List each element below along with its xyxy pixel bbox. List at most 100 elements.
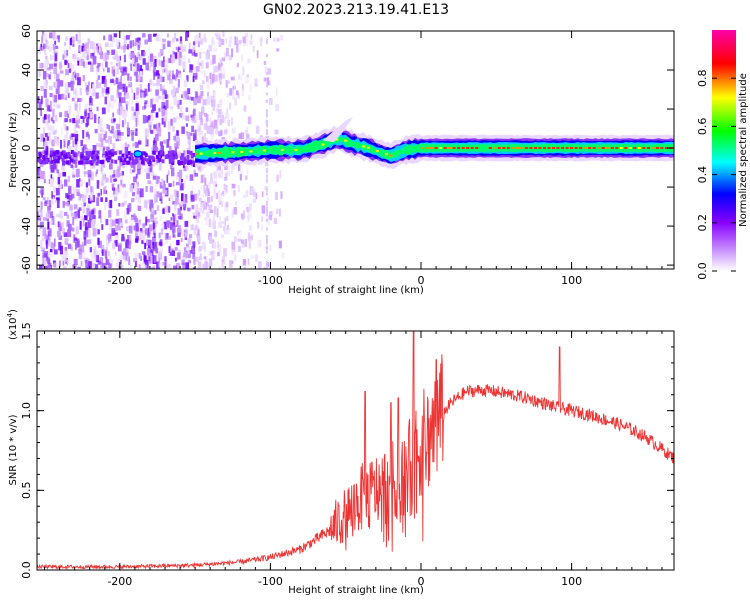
noise-cell [168, 246, 171, 253]
noise-cell [96, 180, 100, 189]
noise-cell [242, 84, 244, 89]
noise-cell [167, 263, 172, 269]
noise-cell [155, 191, 160, 198]
noise-cell [238, 74, 241, 80]
noise-cell [106, 103, 111, 113]
noise-cell [226, 108, 229, 114]
noise-cell [85, 193, 88, 199]
noise-cell [57, 177, 60, 185]
noise-cell [93, 250, 97, 258]
noise-cell [203, 185, 206, 192]
noise-cell [106, 146, 110, 152]
noise-cell [151, 208, 154, 213]
noise-cell [265, 208, 268, 212]
noise-cell [128, 240, 131, 250]
noise-cell [146, 219, 150, 223]
noise-cell [168, 70, 172, 77]
spectrogram-x-axis-label: Height of straight line (km) [288, 285, 424, 296]
noise-cell [265, 54, 268, 58]
band-core-cell [281, 149, 284, 151]
band-core-cell [610, 147, 614, 149]
noise-cell [170, 106, 173, 110]
noise-cell [82, 75, 86, 82]
band-core-cell [231, 151, 235, 154]
band-core-cell [213, 152, 217, 155]
noise-cell [263, 267, 266, 269]
noise-cell [174, 257, 177, 262]
band-noise-cell [63, 155, 67, 160]
noise-cell [116, 163, 119, 168]
noise-cell [186, 123, 188, 127]
noise-cell [265, 132, 268, 136]
band-noise-cell [57, 156, 61, 160]
noise-cell [88, 228, 91, 238]
noise-cell [56, 50, 58, 55]
noise-cell [168, 146, 171, 150]
noise-cell [226, 80, 231, 84]
band-noise-cell [61, 157, 65, 162]
noise-cell [194, 91, 198, 98]
noise-cell [158, 128, 162, 137]
noise-cell [59, 245, 63, 255]
noise-cell [194, 129, 197, 135]
noise-cell [150, 61, 153, 67]
noise-cell [265, 170, 268, 174]
y-tick-label: 1.0 [20, 402, 33, 420]
noise-cell [45, 55, 48, 60]
noise-cell [68, 195, 73, 201]
noise-cell [211, 255, 215, 261]
noise-cell [155, 123, 160, 131]
noise-cell [258, 261, 262, 269]
noise-cell [88, 85, 92, 95]
noise-cell [154, 134, 159, 141]
band-core-cell [344, 139, 348, 142]
noise-cell [42, 116, 46, 124]
noise-cell [161, 95, 164, 99]
noise-cell [162, 43, 166, 50]
noise-cell [198, 189, 201, 196]
noise-cell [85, 229, 89, 238]
noise-cell [53, 47, 56, 55]
noise-cell [48, 205, 52, 211]
band-core-cell [457, 147, 461, 149]
noise-cell [173, 96, 177, 106]
noise-cell [88, 134, 90, 140]
noise-cell [279, 208, 281, 217]
noise-cell [135, 75, 139, 82]
noise-cell [177, 263, 181, 269]
noise-cell [144, 262, 148, 266]
noise-cell [202, 200, 206, 207]
noise-cell [65, 193, 69, 199]
noise-cell [217, 241, 219, 248]
noise-cell [184, 90, 188, 98]
noise-cell [56, 199, 60, 208]
noise-cell [217, 243, 222, 252]
band-core-cell [466, 147, 470, 149]
noise-cell [199, 253, 202, 257]
noise-cell [61, 222, 64, 229]
noise-cell [144, 102, 147, 109]
noise-cell [146, 239, 148, 246]
noise-cell [135, 103, 139, 112]
noise-cell [46, 135, 49, 141]
band-core-cell [511, 147, 515, 149]
noise-cell [207, 51, 210, 60]
noise-cell [74, 103, 78, 111]
noise-cell [83, 171, 88, 175]
noise-cell [231, 249, 235, 256]
noise-cell [245, 133, 249, 139]
noise-cell [82, 223, 87, 227]
band-core-cell [624, 147, 628, 149]
band-noise-cell [37, 158, 41, 163]
noise-cell [161, 60, 165, 68]
noise-cell [125, 86, 128, 93]
noise-cell [92, 145, 97, 153]
x-tick-label: 0 [418, 274, 425, 287]
noise-cell [158, 241, 163, 246]
noise-cell [108, 139, 110, 146]
noise-cell [71, 64, 75, 69]
noise-cell [165, 94, 169, 99]
noise-cell [212, 215, 216, 222]
noise-cell [172, 85, 176, 94]
noise-cell [180, 201, 184, 206]
